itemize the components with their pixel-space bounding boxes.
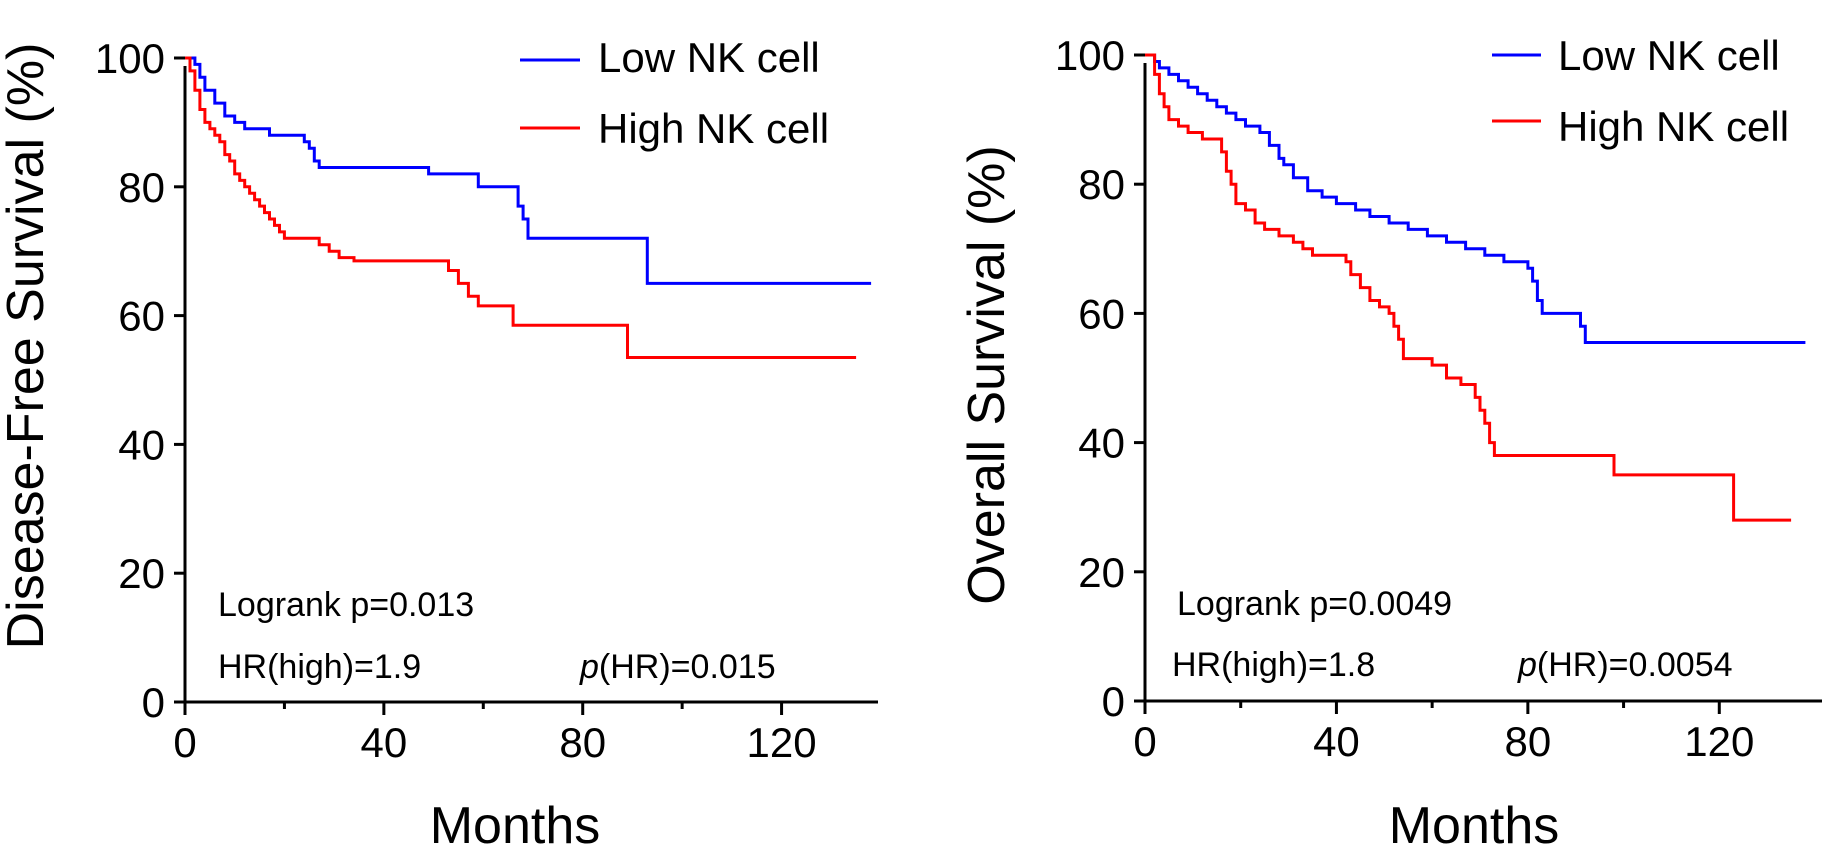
x-tick-label: 120 — [747, 719, 817, 766]
x-tick-label: 120 — [1684, 718, 1754, 765]
os-panel: Overall Survival (%) Months 0 20 40 60 80 100… — [958, 32, 1822, 855]
os-series — [1145, 53, 1806, 522]
km-curve-low — [185, 56, 872, 285]
km-curve-high — [185, 56, 857, 359]
km-curve-high — [1145, 53, 1792, 522]
y-tick-label: 60 — [118, 293, 165, 340]
x-tick-label: 0 — [1133, 718, 1156, 765]
legend-label-low: Low NK cell — [1558, 32, 1780, 79]
x-tick-label: 40 — [360, 719, 407, 766]
y-tick-label: 80 — [1078, 161, 1125, 208]
os-stats: Logrank p=0.0049 HR(high)=1.8 p(HR)=0.00… — [1172, 585, 1733, 684]
hr-text: HR(high)=1.9 — [218, 648, 421, 686]
x-tick-label: 0 — [173, 719, 196, 766]
x-tick-label: 80 — [1504, 718, 1551, 765]
y-tick-label: 60 — [1078, 290, 1125, 337]
p-hr-italic: p — [579, 648, 599, 686]
x-tick-label: 80 — [559, 719, 606, 766]
y-tick-label: 40 — [1078, 420, 1125, 467]
km-curve-low — [1145, 53, 1806, 344]
y-tick-label: 0 — [1102, 678, 1125, 725]
dfs-stats: Logrank p=0.013 HR(high)=1.9 p(HR)=0.015 — [218, 586, 776, 686]
p-hr-value: (HR)=0.0054 — [1537, 646, 1733, 684]
logrank-text: Logrank p=0.013 — [218, 586, 474, 624]
x-tick-label: 40 — [1313, 718, 1360, 765]
y-tick-label: 20 — [118, 550, 165, 597]
os-ticks: 0 20 40 60 80 100 0 40 80 120 — [1055, 32, 1754, 765]
dfs-legend: Low NK cell High NK cell — [520, 34, 829, 152]
legend-label-low: Low NK cell — [598, 34, 820, 81]
y-tick-label: 40 — [118, 421, 165, 468]
p-hr-text: p(HR)=0.0054 — [1517, 646, 1733, 684]
p-hr-value: (HR)=0.015 — [599, 648, 776, 686]
p-hr-italic: p — [1517, 646, 1537, 684]
y-tick-label: 0 — [142, 679, 165, 726]
os-x-axis-title: Months — [1389, 797, 1560, 855]
legend-label-high: High NK cell — [1558, 103, 1789, 150]
dfs-ticks: 0 20 40 60 80 100 0 40 80 120 — [95, 35, 817, 766]
legend-label-high: High NK cell — [598, 105, 829, 152]
dfs-series — [185, 56, 872, 359]
y-tick-label: 80 — [118, 164, 165, 211]
p-hr-text: p(HR)=0.015 — [579, 648, 776, 686]
logrank-text: Logrank p=0.0049 — [1177, 585, 1452, 623]
y-tick-label: 100 — [1055, 32, 1125, 79]
hr-text: HR(high)=1.8 — [1172, 646, 1375, 684]
dfs-y-axis-title: Disease-Free Survival (%) — [0, 43, 55, 650]
os-y-axis-title: Overall Survival (%) — [958, 145, 1016, 604]
dfs-x-axis-title: Months — [430, 797, 601, 855]
os-legend: Low NK cell High NK cell — [1492, 32, 1789, 150]
dfs-panel: Disease-Free Survival (%) Months 0 20 40 60… — [0, 34, 878, 855]
y-tick-label: 20 — [1078, 549, 1125, 596]
y-tick-label: 100 — [95, 35, 165, 82]
